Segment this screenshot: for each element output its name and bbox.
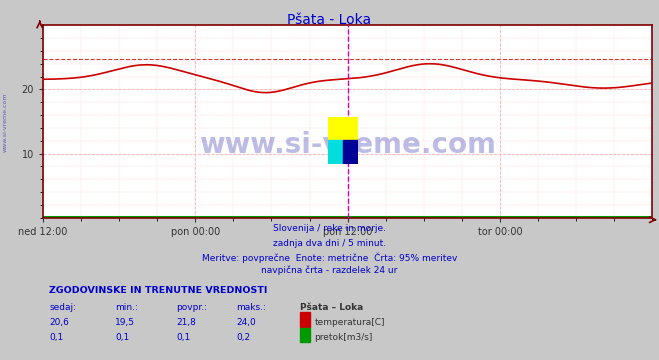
Text: Meritve: povprečne  Enote: metrične  Črta: 95% meritev: Meritve: povprečne Enote: metrične Črta:… xyxy=(202,252,457,263)
Text: Slovenija / reke in morje.: Slovenija / reke in morje. xyxy=(273,224,386,233)
Text: 0,1: 0,1 xyxy=(49,333,64,342)
Polygon shape xyxy=(328,117,343,140)
Text: navpična črta - razdelek 24 ur: navpična črta - razdelek 24 ur xyxy=(262,266,397,275)
Text: ZGODOVINSKE IN TRENUTNE VREDNOSTI: ZGODOVINSKE IN TRENUTNE VREDNOSTI xyxy=(49,287,268,296)
Text: sedaj:: sedaj: xyxy=(49,303,76,312)
Text: 20,6: 20,6 xyxy=(49,318,69,327)
Text: 19,5: 19,5 xyxy=(115,318,135,327)
Text: www.si-vreme.com: www.si-vreme.com xyxy=(199,131,496,159)
Polygon shape xyxy=(343,117,358,140)
Text: Pšata – Loka: Pšata – Loka xyxy=(300,303,363,312)
Text: povpr.:: povpr.: xyxy=(177,303,208,312)
Polygon shape xyxy=(343,140,358,164)
Text: zadnja dva dni / 5 minut.: zadnja dva dni / 5 minut. xyxy=(273,238,386,248)
Text: pretok[m3/s]: pretok[m3/s] xyxy=(314,333,373,342)
Text: 21,8: 21,8 xyxy=(177,318,196,327)
Text: www.si-vreme.com: www.si-vreme.com xyxy=(3,93,8,152)
Text: maks.:: maks.: xyxy=(236,303,266,312)
Text: min.:: min.: xyxy=(115,303,138,312)
Text: 0,2: 0,2 xyxy=(236,333,250,342)
Text: 24,0: 24,0 xyxy=(236,318,256,327)
Text: 0,1: 0,1 xyxy=(177,333,191,342)
Text: Pšata - Loka: Pšata - Loka xyxy=(287,13,372,27)
Text: 0,1: 0,1 xyxy=(115,333,130,342)
Text: temperatura[C]: temperatura[C] xyxy=(314,318,385,327)
Polygon shape xyxy=(328,140,343,164)
